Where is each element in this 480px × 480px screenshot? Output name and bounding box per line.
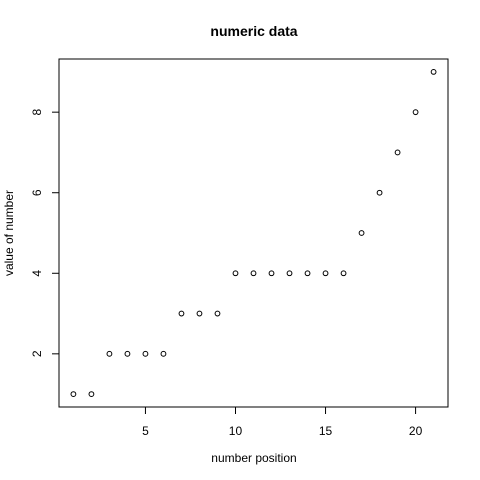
data-point	[196, 310, 203, 317]
data-point	[412, 109, 419, 116]
data-point	[250, 270, 257, 277]
x-tick-label: 10	[229, 424, 243, 438]
y-tick-label: 2	[30, 350, 44, 357]
data-point	[286, 270, 293, 277]
data-point	[394, 149, 401, 156]
data-point	[232, 270, 239, 277]
data-point	[340, 270, 347, 277]
data-point	[88, 391, 95, 398]
data-point	[124, 350, 131, 357]
x-axis-label: number position	[211, 451, 296, 465]
y-axis-label: value of number	[2, 190, 16, 276]
data-point	[376, 189, 383, 196]
data-point	[214, 310, 221, 317]
y-axis: 2 4 6 8	[30, 109, 60, 357]
data-point	[358, 230, 365, 236]
plot-area-box	[58, 58, 449, 408]
chart-title: numeric data	[210, 23, 297, 39]
x-tick-label: 5	[142, 424, 149, 438]
data-point	[160, 350, 167, 357]
y-tick-label: 8	[30, 109, 44, 116]
data-point	[304, 270, 311, 277]
data-point	[142, 350, 149, 357]
data-point	[430, 68, 437, 75]
data-point	[322, 270, 329, 277]
y-tick-label: 6	[30, 189, 44, 196]
data-point	[268, 270, 275, 277]
y-tick-label: 4	[30, 270, 44, 277]
data-points	[70, 68, 437, 398]
x-tick-label: 20	[409, 424, 423, 438]
x-tick-label: 15	[319, 424, 333, 438]
data-point	[70, 391, 77, 398]
x-axis: 5 10 15 20	[142, 406, 423, 438]
data-point	[106, 350, 113, 357]
data-point	[178, 310, 185, 317]
